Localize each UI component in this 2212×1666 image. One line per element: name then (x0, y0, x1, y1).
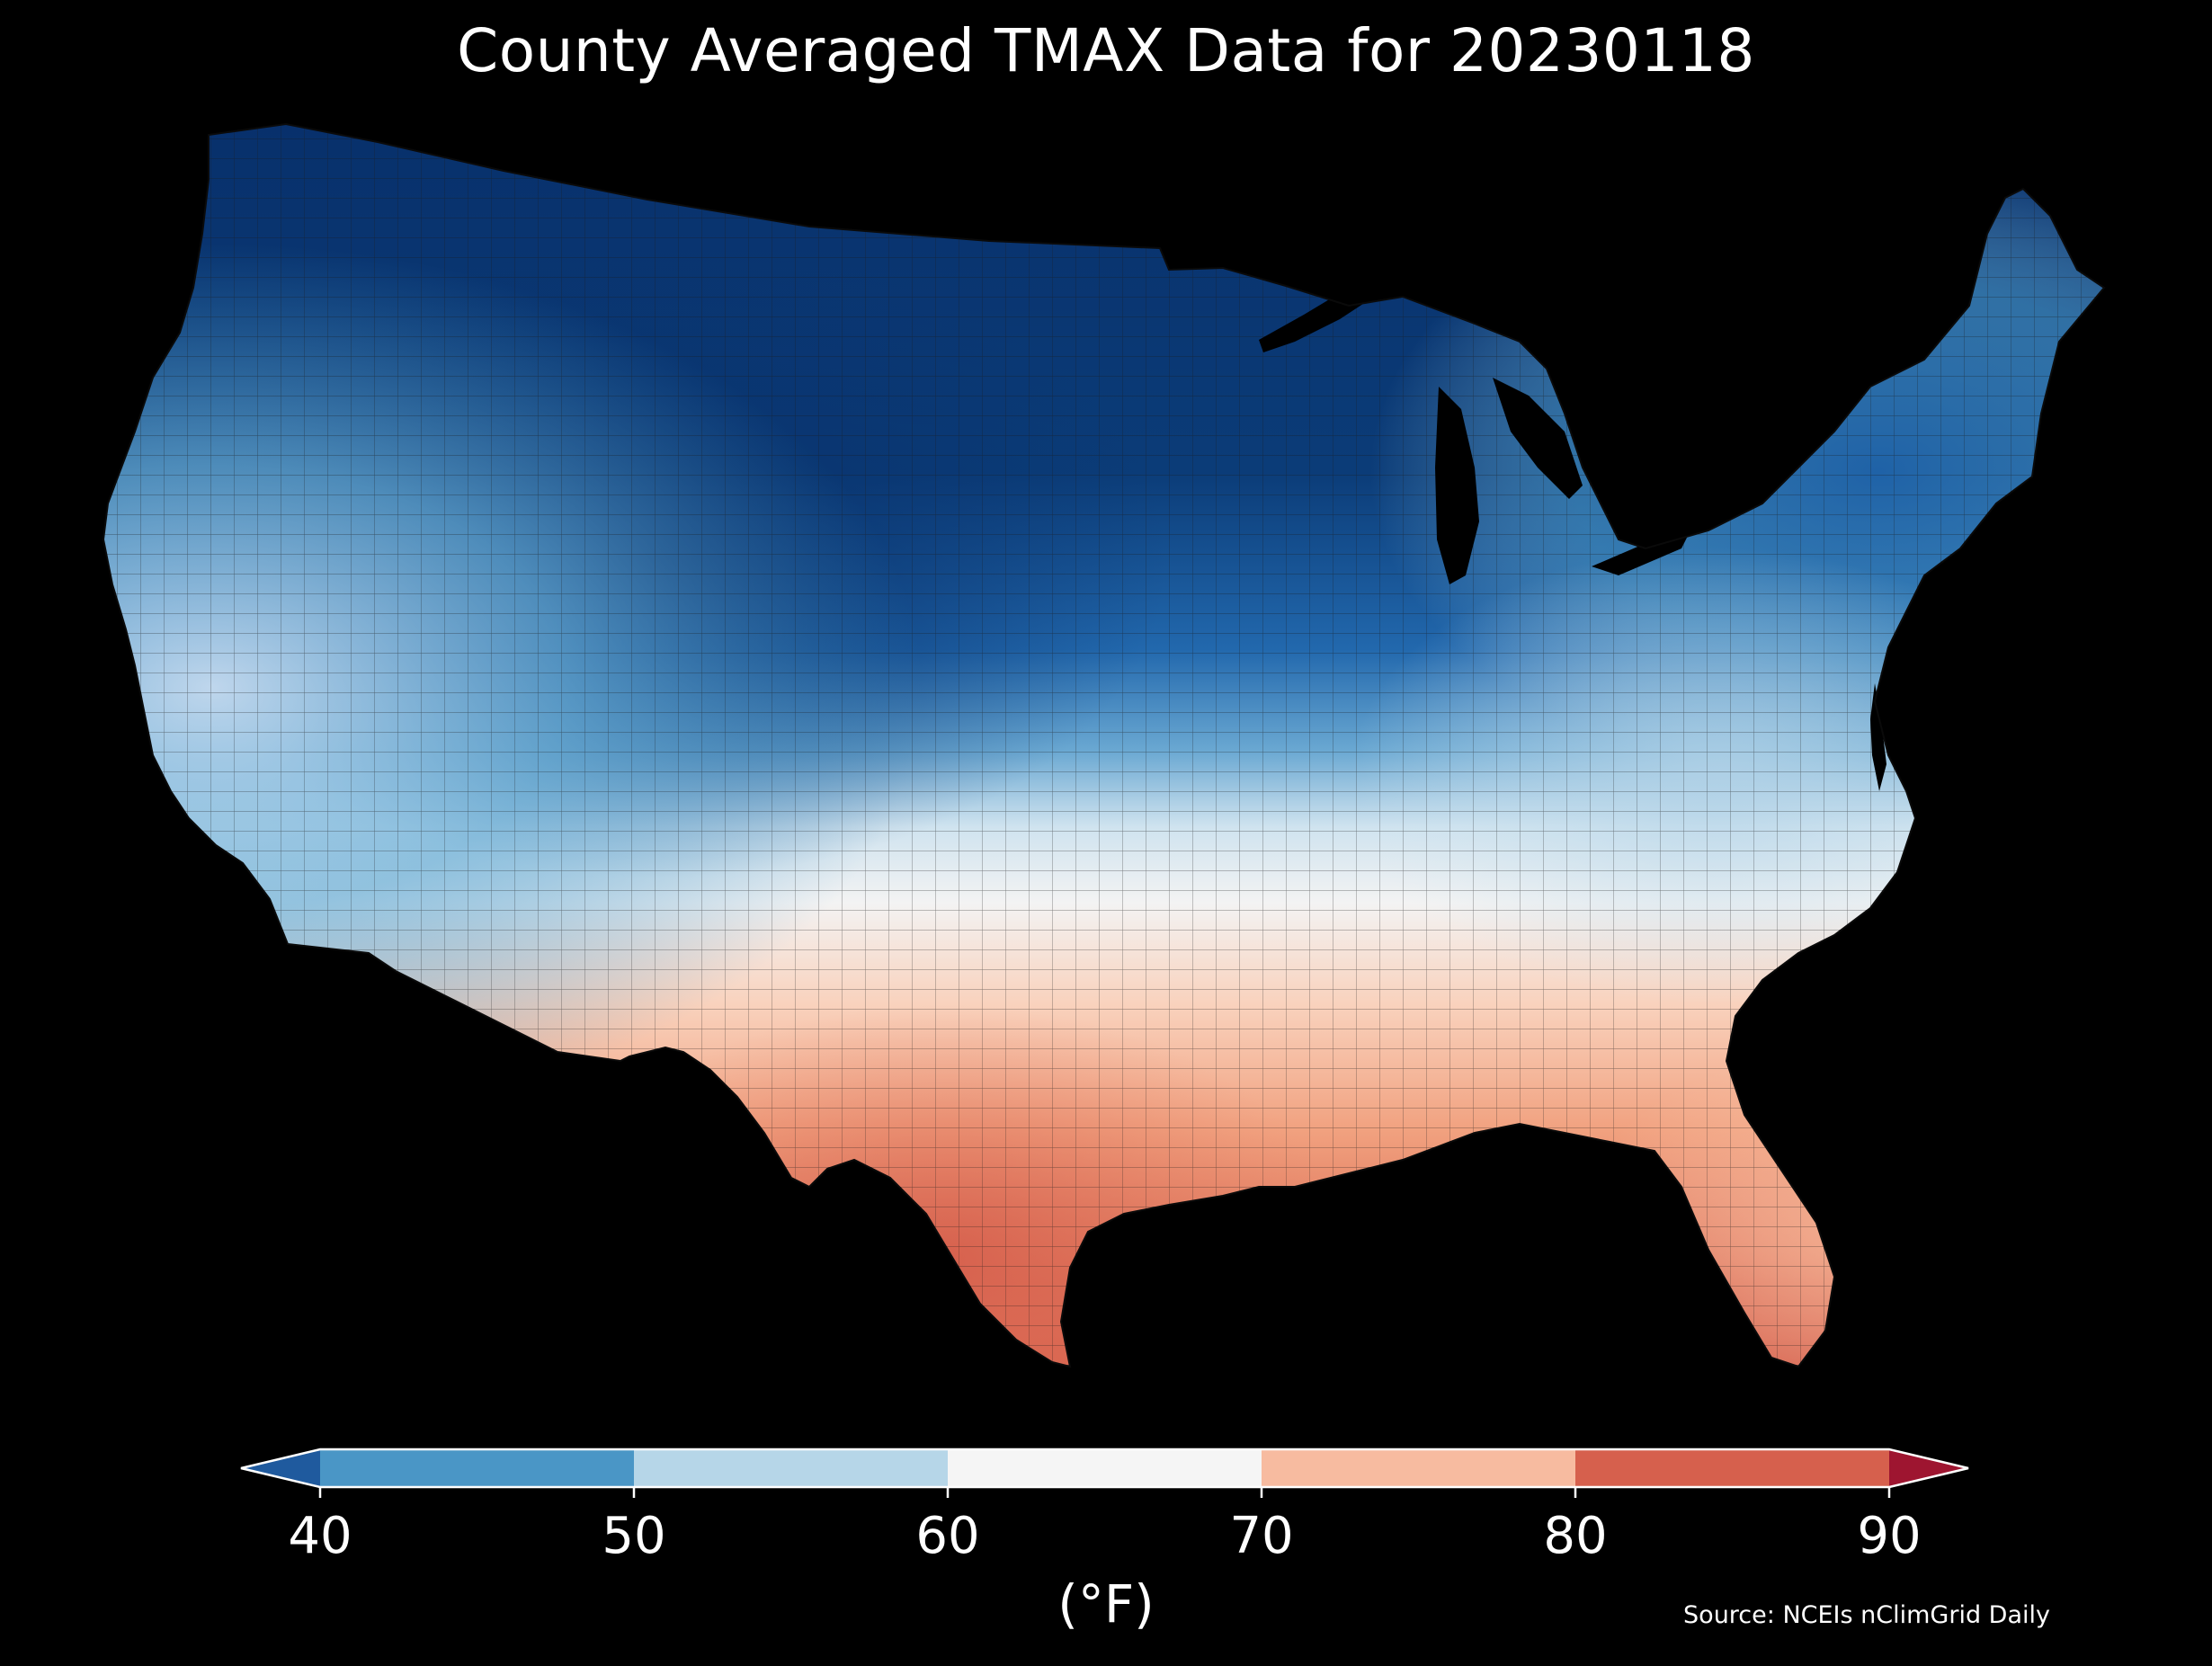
colorbar-extend-low (241, 1449, 320, 1487)
colorbar-group (240, 1448, 1969, 1498)
lake-erie (1592, 530, 1690, 575)
lake-michigan (1435, 387, 1479, 584)
great-lakes (1259, 279, 1690, 584)
tick-label-70: 70 (1229, 1507, 1294, 1565)
tick-label-90: 90 (1857, 1507, 1922, 1565)
colorbar-bin-40-50 (320, 1449, 635, 1487)
tick-label-40: 40 (288, 1507, 352, 1565)
colorbar-unit-label: (°F) (1057, 1573, 1155, 1635)
source-note: Source: NCEIs nClimGrid Daily (1683, 1601, 2050, 1629)
tick-label-80: 80 (1543, 1507, 1608, 1565)
tick-label-60: 60 (915, 1507, 980, 1565)
map-title: County Averaged TMAX Data for 20230118 (457, 16, 1755, 85)
lake-superior (1259, 279, 1376, 352)
colorbar-bin-50-60 (634, 1449, 949, 1487)
colorbar-bin-60-70 (948, 1449, 1262, 1487)
colorbar-extend-high (1889, 1449, 1968, 1487)
colorbar-bin-80-90 (1575, 1449, 1890, 1487)
lake-huron (1493, 378, 1583, 499)
colorbar-bin-70-80 (1262, 1449, 1576, 1487)
chesapeake-bay (1870, 683, 1886, 791)
tick-label-50: 50 (602, 1507, 666, 1565)
